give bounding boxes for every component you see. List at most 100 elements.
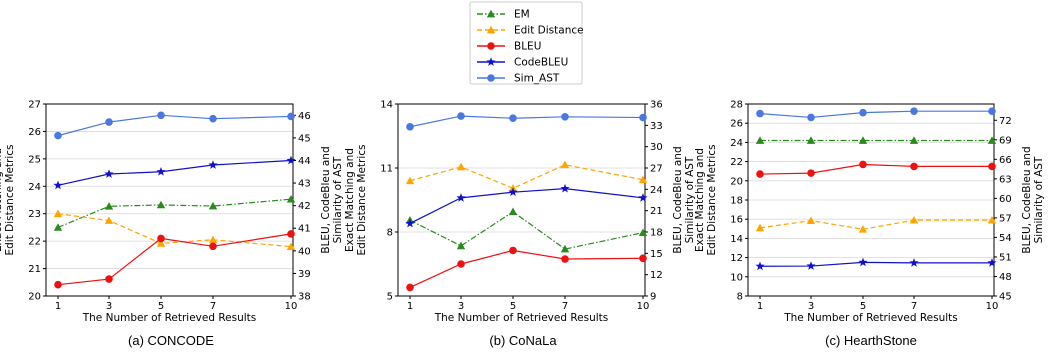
y-axis-label-left: Exact Matching and <box>344 148 356 252</box>
y-tick-label-right: 69 <box>999 135 1012 146</box>
data-point-codebleu <box>456 193 466 202</box>
x-tick-label: 7 <box>210 301 216 312</box>
x-tick-label: 1 <box>757 301 763 312</box>
y-tick-label-left: 18 <box>730 196 743 207</box>
data-point-edit-distance <box>156 239 166 247</box>
series-line-codebleu <box>409 188 644 225</box>
series-line-codebleu <box>57 159 292 186</box>
panel-caption: (c) HearthStone <box>825 333 917 348</box>
data-point-bleu <box>756 170 764 178</box>
data-point-bleu <box>910 162 918 171</box>
y-tick-label-right: 21 <box>650 206 663 217</box>
series-line-sim_ast <box>57 114 292 137</box>
y-axis-label-right: Similarity of AST <box>332 156 344 243</box>
y-tick-label-right: 38 <box>298 292 311 303</box>
y-tick-label-right: 57 <box>999 213 1012 224</box>
plot-frame <box>45 103 294 297</box>
y-tick-label-left: 16 <box>730 215 743 226</box>
data-point-bleu <box>157 234 165 243</box>
chart-panel-1: 20 21 22 23 24 25 26 27 38 39 40 41 42 43 44 45 46 1 3 5 7 10… <box>0 100 344 349</box>
data-point-em <box>208 201 218 210</box>
y-tick-label-right: 45 <box>999 292 1012 303</box>
y-tick-label-right: 44 <box>298 156 311 167</box>
legend-label-edit-distance: Edit Distance <box>514 25 584 37</box>
y-tick-label-left: 24 <box>28 182 41 193</box>
legend-marker-em <box>486 9 496 18</box>
data-point-em <box>909 136 919 144</box>
legend-box <box>469 1 583 85</box>
y-tick-label-right: 24 <box>650 185 663 196</box>
data-point-codebleu <box>987 258 997 267</box>
x-tick-label: 10 <box>285 301 298 312</box>
data-point-edit-distance <box>286 242 296 250</box>
data-point-sim_ast <box>406 122 414 131</box>
y-tick-label-left: 27 <box>28 100 41 111</box>
x-tick-label: 3 <box>808 301 814 312</box>
data-point-em <box>755 136 765 144</box>
data-point-bleu <box>639 254 647 263</box>
series-line-codebleu <box>759 261 992 267</box>
data-point-sim_ast <box>54 131 62 140</box>
y-tick-label-right: 27 <box>650 164 663 175</box>
data-point-em <box>104 202 114 210</box>
legend-marker-codebleu <box>486 57 496 66</box>
x-tick-label: 7 <box>911 301 917 312</box>
data-point-edit-distance <box>909 215 919 224</box>
y-tick-label-left: 8 <box>387 228 393 239</box>
x-tick-label: 1 <box>407 301 413 312</box>
y-tick-label-right: 41 <box>298 224 311 235</box>
series-line-edit-distance <box>759 219 992 230</box>
legend-label-sim_ast: Sim_AST <box>514 73 560 85</box>
x-tick-label: 5 <box>510 301 516 312</box>
data-point-codebleu <box>104 169 114 178</box>
y-tick-label-left: 14 <box>730 234 743 245</box>
data-point-edit-distance <box>405 176 415 185</box>
data-point-codebleu <box>909 258 919 267</box>
y-tick-label-left: 11 <box>380 164 393 175</box>
x-axis-label: The Number of Retrieved Results <box>783 312 958 324</box>
y-tick-label-right: 72 <box>999 116 1012 127</box>
y-tick-label-right: 18 <box>650 228 663 239</box>
y-tick-label-left: 14 <box>380 100 393 111</box>
y-tick-label-right: 36 <box>650 100 663 111</box>
legend-marker-sim_ast <box>487 74 495 82</box>
y-tick-label-right: 40 <box>298 246 311 257</box>
x-tick-label: 10 <box>637 301 650 312</box>
series-line-sim_ast <box>409 115 644 128</box>
data-point-bleu <box>509 246 517 255</box>
y-axis-label-left: Edit Distance Metrics <box>356 144 368 255</box>
data-point-edit-distance <box>858 225 868 233</box>
data-point-bleu <box>988 162 996 171</box>
data-point-sim_ast <box>209 114 217 123</box>
data-point-edit-distance <box>987 215 997 224</box>
legend: EM Edit Distance BLEU CodeBLEU Sim_AST <box>469 1 584 85</box>
y-tick-label-left: 8 <box>737 292 743 303</box>
data-point-sim_ast <box>910 107 918 115</box>
y-tick-label-right: 54 <box>999 233 1012 244</box>
data-point-sim_ast <box>639 113 647 122</box>
y-tick-label-left: 24 <box>730 138 743 149</box>
data-point-edit-distance <box>53 209 63 218</box>
data-point-em <box>156 200 166 209</box>
legend-label-codebleu: CodeBLEU <box>514 57 568 69</box>
data-point-codebleu <box>286 155 296 165</box>
y-tick-label-right: 15 <box>650 249 663 260</box>
y-axis-label-right: BLEU, CodeBleu and <box>320 146 332 253</box>
data-point-em <box>806 136 816 144</box>
chart-panel-3: 8101214161820222426284548515457606366697… <box>694 100 1045 349</box>
data-point-bleu <box>859 160 867 169</box>
y-tick-label-left: 22 <box>28 237 41 248</box>
y-tick-label-right: 46 <box>298 111 311 122</box>
x-tick-label: 5 <box>860 301 866 312</box>
y-tick-label-left: 23 <box>28 209 41 220</box>
x-axis-label: The Number of Retrieved Results <box>82 312 257 324</box>
y-tick-label-right: 66 <box>999 155 1012 166</box>
x-tick-label: 3 <box>458 301 464 312</box>
y-tick-label-right: 43 <box>298 179 311 190</box>
data-point-codebleu <box>638 193 648 202</box>
legend-marker-edit-distance <box>486 25 496 34</box>
legend-label-em: EM <box>514 9 530 21</box>
data-point-bleu <box>807 169 815 177</box>
y-tick-label-right: 33 <box>650 121 663 132</box>
data-point-bleu <box>457 260 465 268</box>
